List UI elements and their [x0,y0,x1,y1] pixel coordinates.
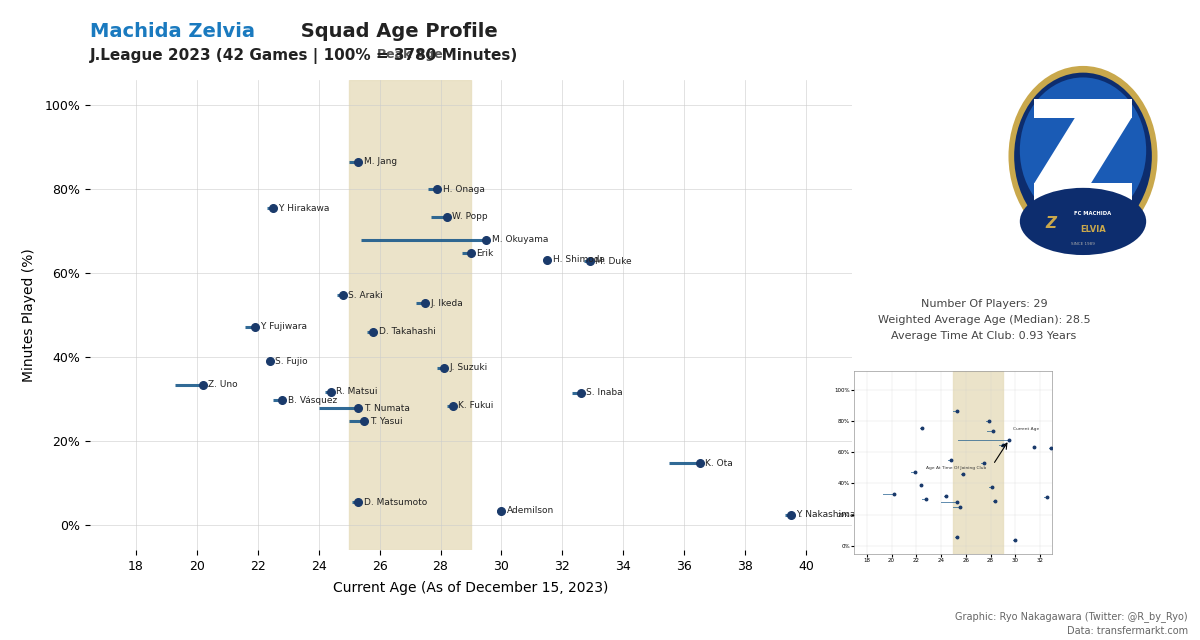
Y-axis label: Minutes Played (%): Minutes Played (%) [22,248,36,382]
Text: M. Jang: M. Jang [364,157,397,166]
Text: M. Okuyama: M. Okuyama [492,235,548,244]
Text: J.League 2023 (42 Games | 100% = 3780 Minutes): J.League 2023 (42 Games | 100% = 3780 Mi… [90,48,518,64]
Text: Graphic: Ryo Nakagawara (Twitter: @R_by_Ryo)
Data: transfermarkt.com
Note: 'Weig: Graphic: Ryo Nakagawara (Twitter: @R_by_… [674,611,1188,640]
Text: Age At Time Of Joining Club: Age At Time Of Joining Club [926,466,986,470]
Text: Y. Fujiwara: Y. Fujiwara [260,323,307,332]
Bar [954,371,1003,554]
Text: Machida Zelvia: Machida Zelvia [90,22,256,42]
Text: Peak Age: Peak Age [377,48,443,61]
Text: H. Onaga: H. Onaga [443,185,485,194]
Text: K. Ota: K. Ota [706,458,733,468]
Text: K. Fukui: K. Fukui [458,401,493,410]
Ellipse shape [1008,66,1158,246]
Text: M. Duke: M. Duke [595,257,632,266]
Text: Z: Z [1045,216,1056,231]
Polygon shape [1034,183,1132,202]
Text: Y. Hirakawa: Y. Hirakawa [278,204,330,212]
Text: T. Numata: T. Numata [364,404,409,413]
Text: J. Ikeda: J. Ikeda [431,299,463,308]
Text: SINCE 1989: SINCE 1989 [1072,243,1094,246]
Text: S. Araki: S. Araki [348,291,383,300]
Polygon shape [1034,118,1132,183]
Text: ELVIA: ELVIA [1080,225,1105,234]
X-axis label: Current Age (As of December 15, 2023): Current Age (As of December 15, 2023) [334,582,608,595]
Text: J. Suzuki: J. Suzuki [449,364,487,372]
Text: Number Of Players: 29
Weighted Average Age (Median): 28.5
Average Time At Club: : Number Of Players: 29 Weighted Average A… [877,299,1091,341]
Text: Y. Nakashima: Y. Nakashima [797,510,856,519]
Text: D. Matsumoto: D. Matsumoto [364,498,427,507]
Text: Current Age: Current Age [1013,427,1039,431]
Ellipse shape [1020,188,1146,255]
Polygon shape [1034,99,1132,118]
Ellipse shape [1014,72,1152,239]
Bar [349,80,470,550]
Text: W. Popp: W. Popp [452,212,487,221]
Text: S. Fujio: S. Fujio [275,357,308,366]
Text: B. Vásquez: B. Vásquez [288,396,337,404]
Text: Squad Age Profile: Squad Age Profile [294,22,498,42]
Text: Erik: Erik [476,248,493,257]
Text: D. Takahashi: D. Takahashi [379,328,436,337]
Text: R. Matsui: R. Matsui [336,387,378,396]
Text: S. Inaba: S. Inaba [587,388,623,397]
Ellipse shape [1020,77,1146,223]
Text: H. Shimoda: H. Shimoda [553,255,605,264]
Text: T. Yasui: T. Yasui [370,417,402,426]
Text: FC MACHIDA: FC MACHIDA [1074,211,1111,216]
Text: Ademilson: Ademilson [506,506,554,515]
Text: Z. Uno: Z. Uno [209,380,238,389]
